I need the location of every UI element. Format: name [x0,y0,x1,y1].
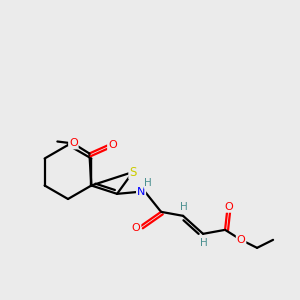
Text: O: O [108,140,117,151]
Text: H: H [144,178,152,188]
Text: H: H [180,202,188,212]
Text: H: H [200,238,208,248]
Text: O: O [69,139,78,148]
Text: O: O [237,235,245,245]
Text: N: N [137,187,145,197]
Text: O: O [225,202,233,212]
Text: S: S [129,166,137,178]
Text: O: O [132,223,140,233]
